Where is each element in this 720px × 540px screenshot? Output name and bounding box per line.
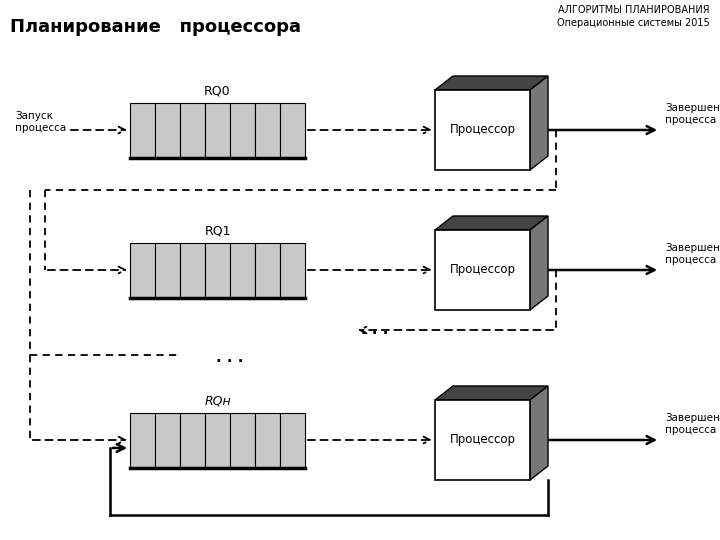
Polygon shape xyxy=(530,76,548,170)
Bar xyxy=(205,413,230,468)
Bar xyxy=(255,103,280,158)
Bar xyxy=(180,243,205,298)
Text: Завершение
процесса: Завершение процесса xyxy=(665,243,720,265)
Bar xyxy=(230,103,255,158)
Text: Процессор: Процессор xyxy=(449,264,516,276)
Polygon shape xyxy=(530,386,548,480)
Text: Запуск
процесса: Запуск процесса xyxy=(15,111,66,133)
Bar xyxy=(130,243,155,298)
Bar xyxy=(155,413,180,468)
Text: Завершение
процесса: Завершение процесса xyxy=(665,103,720,125)
Bar xyxy=(280,243,305,298)
Bar xyxy=(130,413,155,468)
Text: RQ1: RQ1 xyxy=(204,224,230,237)
Bar xyxy=(180,103,205,158)
Text: . . .: . . . xyxy=(361,322,389,338)
Text: . . .: . . . xyxy=(216,349,243,364)
Text: Процессор: Процессор xyxy=(449,124,516,137)
Polygon shape xyxy=(435,76,548,90)
Bar xyxy=(280,103,305,158)
Text: Процессор: Процессор xyxy=(449,434,516,447)
Bar xyxy=(180,413,205,468)
Bar xyxy=(230,413,255,468)
Bar xyxy=(230,243,255,298)
Bar xyxy=(205,103,230,158)
Text: RQн: RQн xyxy=(204,394,231,407)
Bar xyxy=(205,243,230,298)
Text: RQ0: RQ0 xyxy=(204,84,231,97)
Polygon shape xyxy=(435,216,548,230)
Bar xyxy=(155,103,180,158)
Bar xyxy=(255,243,280,298)
Text: Планирование   процессора: Планирование процессора xyxy=(10,18,301,36)
Polygon shape xyxy=(530,216,548,310)
Text: АЛГОРИТМЫ ПЛАНИРОВАНИЯ: АЛГОРИТМЫ ПЛАНИРОВАНИЯ xyxy=(559,5,710,15)
Bar xyxy=(435,230,530,310)
Bar xyxy=(155,243,180,298)
Bar xyxy=(435,400,530,480)
Bar xyxy=(255,413,280,468)
Bar xyxy=(130,103,155,158)
Bar xyxy=(280,413,305,468)
Bar xyxy=(435,90,530,170)
Text: Операционные системы 2015: Операционные системы 2015 xyxy=(557,18,710,28)
Text: Завершение
процесса: Завершение процесса xyxy=(665,413,720,435)
Polygon shape xyxy=(435,386,548,400)
